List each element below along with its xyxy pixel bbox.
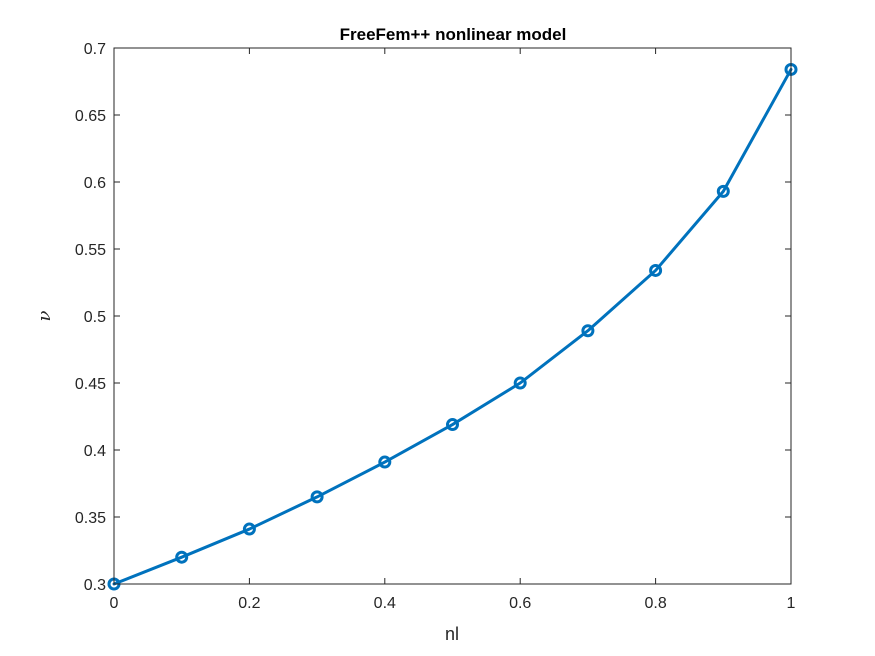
plot-area bbox=[114, 48, 791, 584]
chart-title: FreeFem++ nonlinear model bbox=[340, 25, 567, 44]
x-axis-label: nl bbox=[445, 624, 459, 644]
y-tick-label: 0.3 bbox=[84, 577, 106, 594]
series-line bbox=[112, 67, 793, 586]
y-tick-label: 0.55 bbox=[75, 242, 106, 259]
data-point bbox=[310, 490, 324, 504]
x-tick-label: 1 bbox=[787, 595, 796, 612]
data-point bbox=[513, 376, 527, 390]
y-tick-label: 0.35 bbox=[75, 510, 106, 527]
series-layer bbox=[107, 62, 798, 591]
y-tick-label: 0.7 bbox=[84, 41, 106, 58]
x-tick-label: 0 bbox=[110, 595, 119, 612]
data-point bbox=[649, 263, 663, 277]
y-axis-label: ν bbox=[34, 310, 55, 321]
y-tick-label: 0.5 bbox=[84, 309, 106, 326]
y-tick-label: 0.45 bbox=[75, 376, 106, 393]
x-tick-label: 0.8 bbox=[644, 595, 666, 612]
x-tick-label: 0.4 bbox=[374, 595, 396, 612]
x-tick-label: 0.6 bbox=[509, 595, 531, 612]
data-point bbox=[446, 418, 459, 432]
data-point bbox=[378, 455, 392, 469]
data-point bbox=[175, 550, 189, 564]
data-point bbox=[581, 324, 595, 338]
x-tick-label: 0.2 bbox=[238, 595, 260, 612]
y-tick-label: 0.65 bbox=[75, 108, 106, 125]
data-point bbox=[242, 522, 256, 536]
axes: 0 0.2 0.4 0.6 0.8 1 0.3 0.35 0.4 0.45 0.5 0.55 0.6 0.… bbox=[75, 41, 796, 612]
y-tick-label: 0.6 bbox=[84, 175, 106, 192]
y-tick-label: 0.4 bbox=[84, 443, 106, 460]
data-point bbox=[716, 184, 730, 198]
